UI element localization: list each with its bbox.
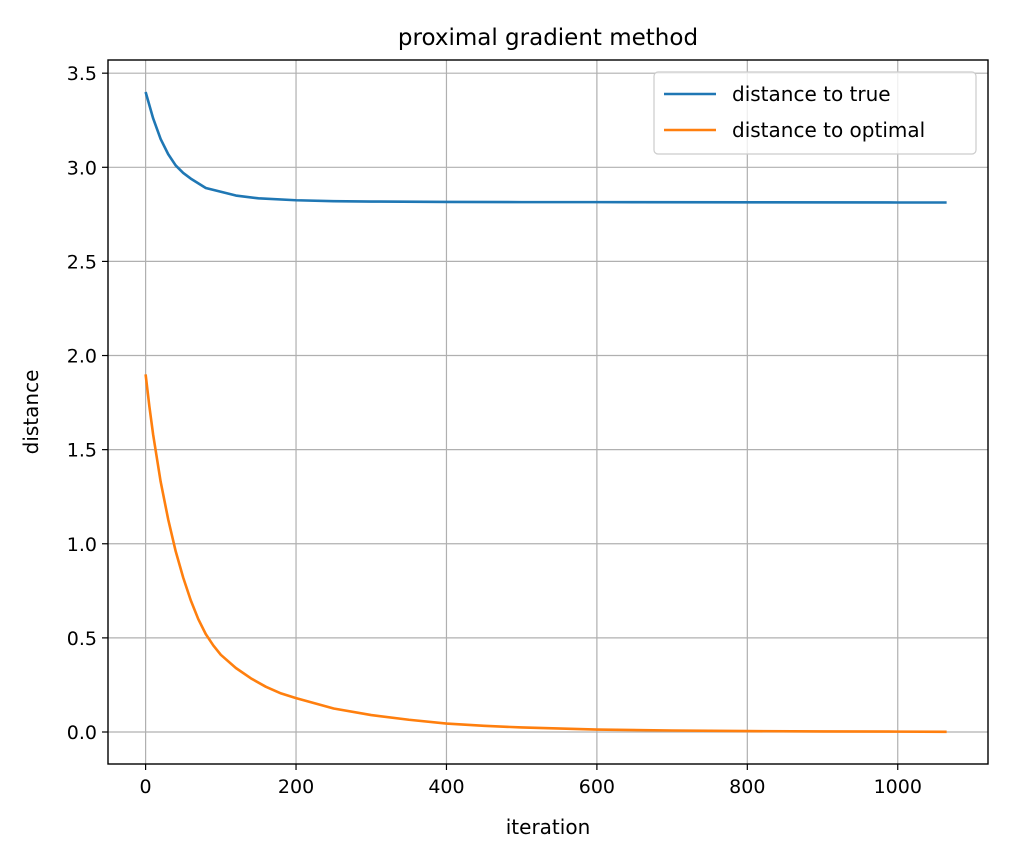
legend-label-2: distance to optimal xyxy=(732,118,925,142)
x-tick-label: 800 xyxy=(729,776,765,798)
x-tick-label: 600 xyxy=(579,776,615,798)
y-axis-label: distance xyxy=(19,370,43,455)
series-line-2 xyxy=(144,374,947,734)
legend: distance to true distance to optimal xyxy=(653,71,977,155)
grid xyxy=(108,60,988,764)
x-axis-label: iteration xyxy=(506,815,591,839)
y-tick-label: 0.5 xyxy=(67,628,97,650)
chart-title: proximal gradient method xyxy=(398,25,698,51)
series-line-1 xyxy=(144,91,947,204)
y-tick-label: 3.0 xyxy=(67,157,97,179)
legend-label-1: distance to true xyxy=(732,82,891,106)
x-tick-label: 1000 xyxy=(874,776,922,798)
x-tick-label: 400 xyxy=(428,776,464,798)
y-tick-label: 0.0 xyxy=(67,722,97,744)
y-tick-label: 1.0 xyxy=(67,534,97,556)
x-tick-label: 200 xyxy=(278,776,314,798)
y-tick-label: 2.0 xyxy=(67,346,97,368)
y-tick-label: 2.5 xyxy=(67,251,97,273)
axis-ticks: 0 200 400 600 800 1000 0.0 0.5 1.0 1.5 2.0 2.5 3.0 3.… xyxy=(67,63,922,798)
legend-box xyxy=(653,71,977,155)
y-tick-label: 1.5 xyxy=(67,440,97,462)
x-tick-label: 0 xyxy=(140,776,152,798)
plot-frame xyxy=(107,59,989,765)
y-tick-label: 3.5 xyxy=(67,63,97,85)
series-lines xyxy=(144,91,947,734)
